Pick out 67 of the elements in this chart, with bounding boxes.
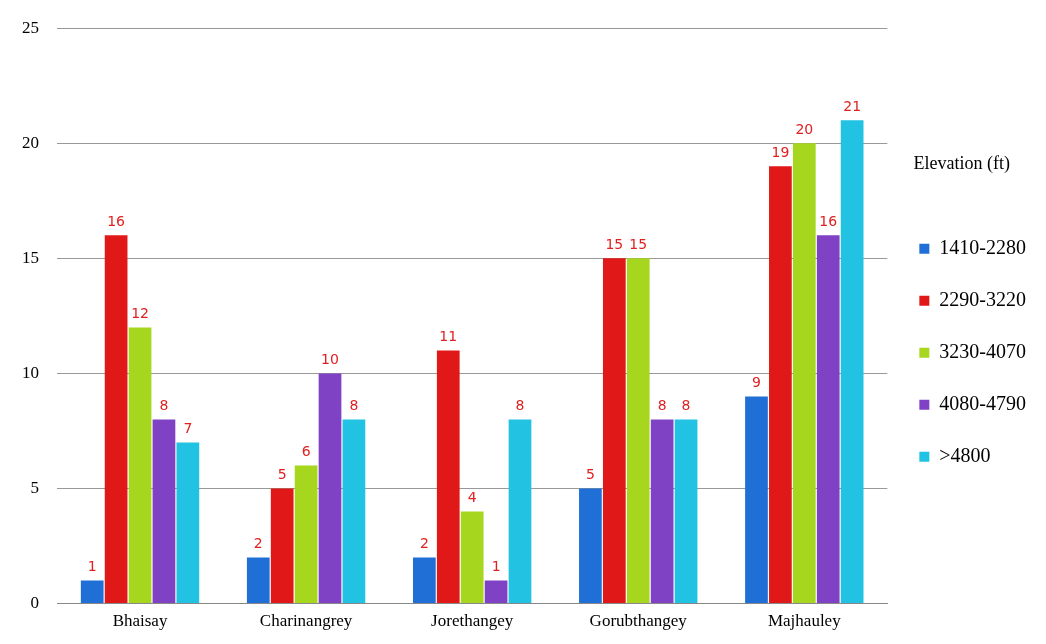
data-label: 8 [657, 397, 667, 414]
data-label: 16 [107, 212, 126, 229]
y-tick-label: 15 [22, 247, 39, 267]
data-label: 19 [771, 143, 790, 160]
data-label: 16 [819, 212, 838, 229]
data-label: 11 [439, 328, 458, 345]
bar [674, 419, 698, 604]
bar [792, 143, 816, 604]
data-label: 5 [585, 466, 595, 483]
bar [176, 442, 200, 604]
data-label: 8 [159, 397, 169, 414]
bar [128, 327, 152, 604]
x-tick-label: Gorubthangey [589, 611, 688, 631]
data-label: 2 [253, 535, 263, 552]
bar [602, 258, 626, 604]
bar [650, 419, 674, 604]
data-label: 6 [301, 443, 311, 460]
data-label: 4 [467, 489, 477, 506]
data-label: 1 [491, 558, 501, 575]
data-label: 8 [349, 397, 359, 414]
y-tick-label: 20 [22, 132, 39, 152]
data-label: 8 [515, 397, 525, 414]
data-label: 9 [752, 374, 761, 391]
bar [508, 419, 532, 604]
y-tick-label: 10 [22, 362, 39, 382]
bar [579, 488, 602, 604]
data-label: 21 [843, 97, 862, 114]
bar [484, 580, 508, 604]
data-label: 2 [419, 535, 429, 552]
bar [840, 120, 864, 604]
bar [342, 419, 366, 604]
bar [246, 557, 270, 604]
legend-label: >4800 [939, 444, 991, 467]
legend-title: Elevation (ft) [913, 152, 1010, 174]
bar [412, 557, 436, 604]
bar [745, 396, 768, 604]
bar [294, 465, 318, 604]
data-label: 15 [605, 236, 624, 252]
y-tick-label: 5 [30, 477, 39, 497]
data-label: 20 [795, 120, 814, 137]
data-label: 8 [681, 397, 691, 414]
data-label: 15 [629, 236, 648, 252]
legend-label: 4080-4790 [939, 392, 1027, 415]
y-tick-label: 0 [30, 593, 39, 613]
bar [816, 235, 840, 604]
bar [152, 419, 176, 604]
bar [80, 580, 104, 604]
bar [270, 488, 294, 604]
data-label: 7 [183, 420, 193, 437]
x-tick-label: Jorethangey [431, 611, 514, 631]
data-label: 5 [277, 466, 287, 483]
y-tick-label: 25 [22, 17, 39, 37]
legend-label: 2290-3220 [939, 288, 1027, 311]
bar [460, 511, 484, 604]
data-label: 12 [131, 305, 149, 322]
bar [436, 350, 460, 604]
data-label: 1 [87, 558, 97, 575]
bar [104, 235, 128, 604]
data-label: 10 [321, 351, 339, 368]
legend-label: 1410-2280 [939, 236, 1027, 259]
bar [626, 258, 650, 604]
bar [769, 166, 792, 604]
x-tick-label: Majhauley [767, 611, 842, 631]
bar [318, 373, 342, 604]
x-tick-label: Charinangrey [259, 611, 353, 631]
legend-label: 3230-4070 [939, 340, 1027, 363]
x-tick-label: Bhaisay [112, 611, 168, 631]
